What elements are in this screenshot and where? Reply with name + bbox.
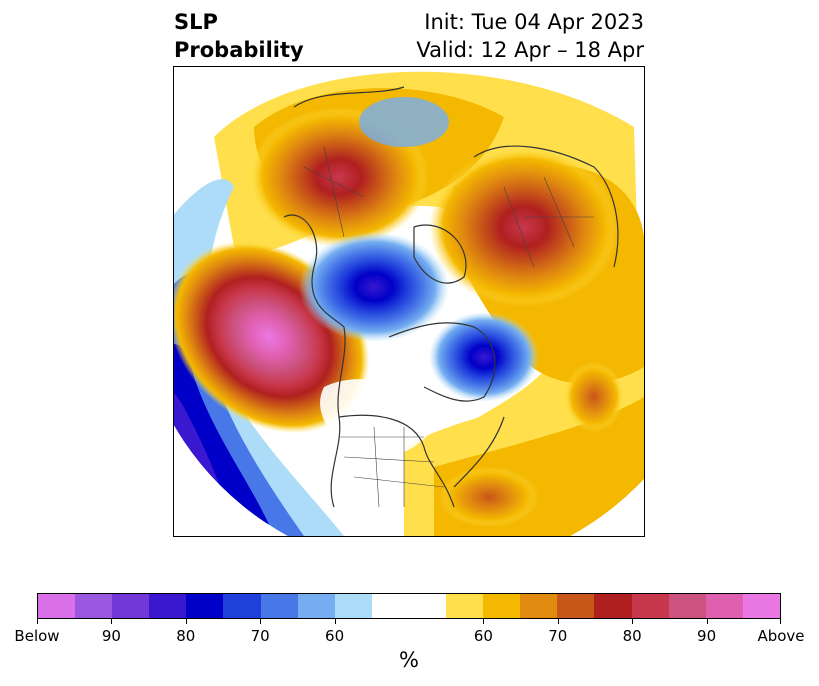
colorbar-tick-mark xyxy=(780,619,781,624)
colorbar-segment xyxy=(149,594,187,618)
colorbar-segment xyxy=(260,594,298,618)
colorbar-segment xyxy=(742,594,780,618)
colorbar-tick-mark xyxy=(706,619,708,624)
colorbar-tick-mark xyxy=(632,619,634,624)
colorbar-segment xyxy=(38,594,76,618)
shading-layer xyxy=(174,67,644,536)
colorbar-tick-label: 60 xyxy=(325,627,345,645)
map-title: SLP Probability xyxy=(174,8,304,64)
colorbar-tick-mark xyxy=(260,619,262,624)
init-date: Init: Tue 04 Apr 2023 xyxy=(424,10,644,34)
title-variable: SLP xyxy=(174,10,218,34)
colorbar-tick-label: 70 xyxy=(250,627,270,645)
colorbar-segment xyxy=(483,594,521,618)
colorbar-segment xyxy=(112,594,150,618)
colorbar-tick-mark xyxy=(37,619,38,624)
colorbar-tick-label: 90 xyxy=(101,627,121,645)
colorbar-tick-mark xyxy=(483,619,485,624)
colorbar-segment xyxy=(223,594,261,618)
colorbar-segment xyxy=(371,594,447,618)
coastline-layer xyxy=(283,86,619,508)
colorbar-segment xyxy=(668,594,706,618)
colorbar-tick-mark xyxy=(557,619,559,624)
colorbar-tick-label: 90 xyxy=(697,627,717,645)
colorbar-segment xyxy=(705,594,743,618)
colorbar xyxy=(37,593,781,619)
colorbar-segment xyxy=(520,594,558,618)
border-layer xyxy=(303,146,594,508)
colorbar-tick-label: 80 xyxy=(176,627,196,645)
colorbar-tick-mark xyxy=(185,619,187,624)
colorbar-segment xyxy=(594,594,632,618)
map-dates: Init: Tue 04 Apr 2023 Valid: 12 Apr – 18… xyxy=(416,8,644,64)
valid-range: Valid: 12 Apr – 18 Apr xyxy=(416,38,644,62)
colorbar-tick-mark xyxy=(334,619,336,624)
colorbar-tick-label: 70 xyxy=(548,627,568,645)
colorbar-tick-label: 60 xyxy=(473,627,493,645)
colorbar-segment xyxy=(186,594,224,618)
probability-map xyxy=(173,66,645,537)
colorbar-tick-label: 80 xyxy=(622,627,642,645)
title-metric: Probability xyxy=(174,38,304,62)
colorbar-segment xyxy=(446,594,484,618)
colorbar-segment xyxy=(557,594,595,618)
colorbar-segment xyxy=(334,594,372,618)
colorbar-tick-mark xyxy=(111,619,113,624)
colorbar-tick-label: Below xyxy=(14,627,60,645)
map-canvas xyxy=(174,67,644,536)
colorbar-segment xyxy=(297,594,335,618)
colorbar-segment xyxy=(631,594,669,618)
colorbar-segment xyxy=(75,594,113,618)
colorbar-tick-label: Above xyxy=(757,627,805,645)
colorbar-unit-label: % xyxy=(399,648,419,672)
